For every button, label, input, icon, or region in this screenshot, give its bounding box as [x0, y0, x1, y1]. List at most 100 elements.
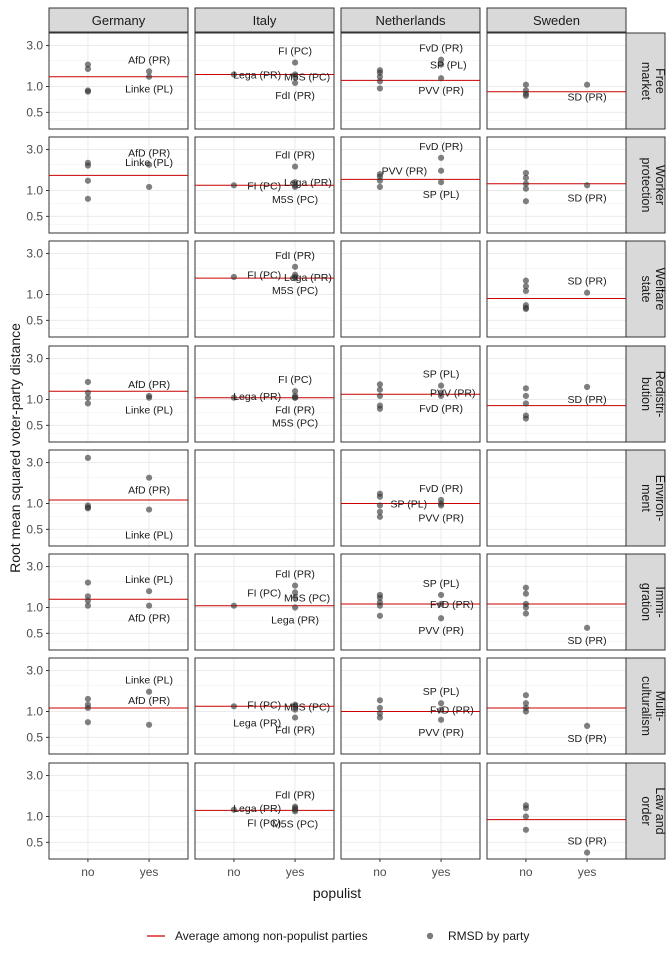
data-point-nonpopulist	[376, 493, 384, 500]
x-tick-label: yes	[286, 865, 305, 879]
data-point-populist	[437, 700, 445, 707]
panel-background	[487, 346, 626, 442]
panel-background	[341, 33, 480, 129]
data-point-nonpopulist	[84, 505, 92, 512]
data-point-nonpopulist	[84, 88, 92, 95]
panel-background	[487, 658, 626, 754]
party-label: PVV (PR)	[418, 625, 464, 637]
data-point-nonpopulist	[84, 593, 92, 600]
panel-border	[194, 762, 335, 860]
data-point-populist	[145, 183, 153, 191]
party-label: FvD (PR)	[430, 599, 474, 611]
panel-background	[487, 554, 626, 650]
row-strip-label: Immi-	[653, 586, 667, 617]
panel-border	[340, 32, 481, 130]
party-label: Lega (PR)	[284, 272, 332, 284]
panel-border	[194, 240, 335, 338]
party-label: FI (PC)	[247, 587, 281, 599]
panel-background	[341, 763, 480, 859]
party-label: M5S (PC)	[284, 701, 330, 713]
party-label: M5S (PC)	[272, 285, 318, 297]
data-point-nonpopulist	[84, 162, 92, 169]
data-point-populist	[291, 604, 299, 611]
data-point-populist	[145, 68, 153, 75]
party-label: FdI (PR)	[275, 405, 315, 417]
y-tick-label: 0.5	[26, 418, 43, 432]
party-label: Linke (PL)	[125, 405, 173, 417]
y-tick-label: 0.5	[26, 730, 43, 744]
panel-background	[341, 137, 480, 233]
party-label: FvD (PR)	[419, 483, 463, 495]
data-point-populist	[437, 167, 445, 174]
data-point-nonpopulist	[84, 389, 92, 396]
panel-border	[194, 553, 335, 651]
party-label: AfD (PR)	[128, 613, 170, 625]
data-point-populist	[437, 706, 445, 713]
data-point-nonpopulist	[522, 185, 530, 192]
panel-background	[49, 346, 188, 442]
data-point-nonpopulist	[376, 183, 384, 191]
y-tick-label: 1.0	[26, 601, 43, 615]
y-tick-label: 0.5	[26, 522, 43, 536]
data-point-nonpopulist	[84, 195, 92, 202]
party-label: Lega (PR)	[233, 803, 281, 815]
party-label: FdI (PR)	[275, 250, 315, 262]
data-point-nonpopulist	[376, 513, 384, 520]
panel-background	[341, 554, 480, 650]
legend-line-label: Average among non-populist parties	[175, 929, 368, 943]
row-strip-label: gration	[639, 583, 653, 621]
party-label: M5S (PC)	[284, 72, 330, 84]
data-point-nonpopulist	[522, 277, 530, 284]
panel-border	[48, 240, 189, 338]
y-tick-label: 1.0	[26, 497, 43, 511]
data-point-nonpopulist	[84, 579, 92, 586]
panel-border	[486, 762, 627, 860]
data-point-nonpopulist	[376, 73, 384, 80]
row-strip-label: ment	[639, 484, 653, 512]
data-point-nonpopulist	[376, 386, 384, 393]
data-point-nonpopulist	[84, 704, 92, 712]
data-point-nonpopulist	[376, 502, 384, 509]
x-tick-label: no	[373, 865, 387, 879]
x-tick-label: yes	[140, 865, 159, 879]
data-point-nonpopulist	[376, 85, 384, 92]
party-label: Linke (PL)	[125, 84, 173, 96]
data-point-nonpopulist	[522, 180, 530, 187]
party-label: FvD (PR)	[430, 705, 474, 717]
panel-border	[48, 449, 189, 547]
data-point-nonpopulist	[84, 400, 92, 407]
data-point-populist	[437, 502, 445, 509]
party-label: PVV (PR)	[418, 512, 464, 524]
data-point-nonpopulist	[84, 61, 92, 68]
data-point-nonpopulist	[522, 826, 530, 833]
column-strip-label: Italy	[253, 13, 277, 28]
data-point-populist	[291, 73, 299, 80]
data-point-nonpopulist	[376, 405, 384, 412]
data-point-nonpopulist	[522, 415, 530, 422]
party-label: SD (PR)	[568, 92, 607, 104]
legend-point-key	[426, 932, 434, 940]
data-point-populist	[437, 382, 445, 389]
data-point-nonpopulist	[230, 273, 238, 281]
panel-border	[340, 553, 481, 651]
data-point-populist	[291, 79, 299, 87]
row-strip-label: Welfare	[653, 268, 667, 311]
party-label: SP (PL)	[423, 578, 460, 590]
y-tick-label: 3.0	[26, 39, 43, 53]
data-point-populist	[145, 161, 153, 168]
data-point-nonpopulist	[522, 813, 530, 820]
party-label: AfD (PR)	[128, 695, 170, 707]
panel-background	[341, 241, 480, 337]
panel-border	[486, 553, 627, 651]
party-label: FdI (PR)	[275, 725, 315, 737]
panel-background	[195, 450, 334, 546]
data-point-populist	[583, 849, 591, 856]
row-strip-label: culturalism	[639, 676, 653, 736]
party-label: AfD (PR)	[128, 54, 170, 66]
panel-background	[49, 450, 188, 546]
x-tick-label: no	[81, 865, 95, 879]
data-point-populist	[291, 808, 299, 815]
party-label: Linke (PL)	[125, 675, 173, 687]
